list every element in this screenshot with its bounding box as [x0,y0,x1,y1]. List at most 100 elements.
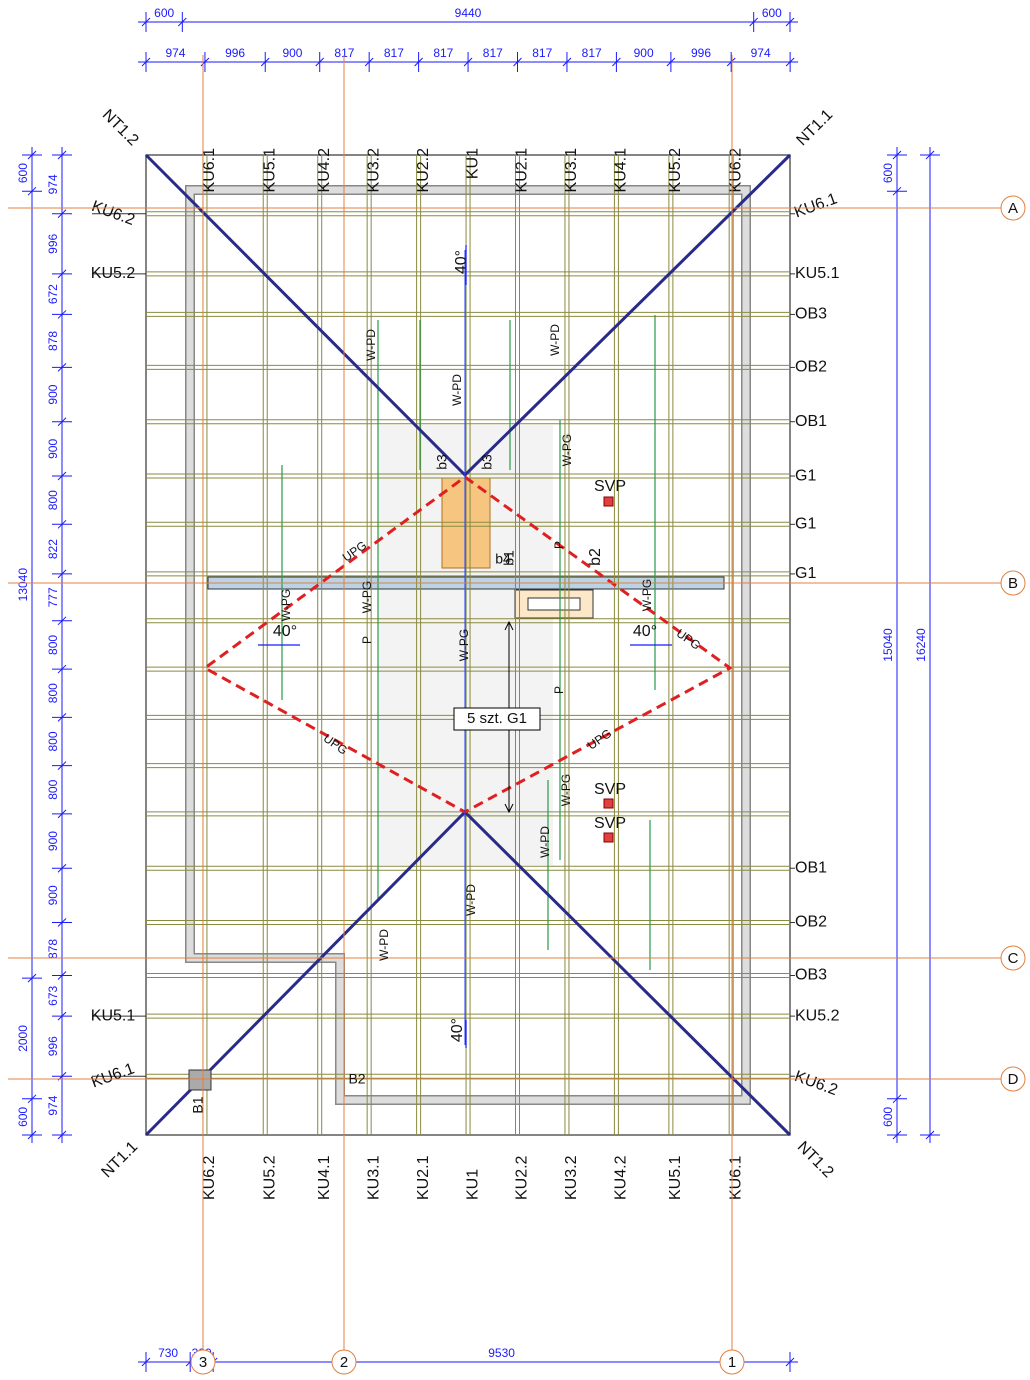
label: 7040 [527,1378,554,1380]
label: 15040 [881,628,895,662]
label: 900 [46,885,60,905]
label: KU4.1 [316,1155,333,1200]
label: B1 [190,1096,206,1113]
label: 996 [46,1036,60,1056]
label: 900 [634,46,654,60]
label: G1 [795,467,816,484]
label: SVP [594,781,626,798]
label-box [453,707,541,731]
label: 730 [158,1346,178,1360]
label: W-PD [377,929,391,961]
label: NT1.2 [794,1138,837,1181]
axis-bubble [1000,570,1026,596]
axis-bubble [1000,195,1026,221]
label: KU3.1 [365,1155,382,1200]
label: KU3.1 [563,148,580,193]
label: 13040 [16,568,30,602]
label: KU4.2 [316,148,333,193]
label: OB1 [795,413,827,430]
label: 800 [46,635,60,655]
label: 16240 [914,628,928,662]
label: OB3 [795,306,827,323]
label: KU3.2 [563,1155,580,1200]
axis-bubble [719,1349,745,1375]
label: 974 [165,46,185,60]
label: B2 [348,1071,365,1087]
label: KU5.1 [795,265,840,282]
label: W-PD [450,374,464,406]
label: KU6.1 [201,148,218,193]
label: P [552,686,566,694]
label: b1 [501,550,517,566]
label: W-PG [360,581,374,613]
label: W-PG [559,774,573,806]
label: 817 [384,46,404,60]
label: 878 [46,331,60,351]
label: 800 [46,490,60,510]
label: 2400 [242,1378,269,1380]
label: KU3.2 [365,148,382,193]
label: SVP [594,815,626,832]
label: 800 [46,731,60,751]
label: P [360,636,374,644]
label: KU4.1 [613,148,630,193]
overlay [144,153,792,1137]
label: KU2.1 [514,148,531,193]
label: KU1 [464,1169,481,1200]
label: W-PD [538,826,552,858]
axis-bubble [190,1349,216,1375]
label: 600 [154,1378,174,1380]
label: B [1008,575,1018,592]
label: 600 [881,163,895,183]
label: 878 [46,939,60,959]
label: 40° [273,623,297,640]
label: 9530 [488,1346,515,1360]
label: b3 [434,454,450,470]
label: KU6.2 [89,198,137,229]
label: 600 [16,1107,30,1127]
label: b3 [479,454,495,470]
label: KU5.2 [667,148,684,193]
label: OB2 [795,359,827,376]
label: 2000 [16,1025,30,1052]
label: W-PG [457,629,471,661]
label: 974 [46,174,60,194]
label: C [1008,950,1019,967]
label: b2 [587,548,604,566]
label: W-PD [364,329,378,361]
label: W-PG [640,579,654,611]
label: 900 [46,384,60,404]
label: 817 [582,46,602,60]
label: KU6.2 [201,1155,218,1200]
label: 600 [762,1378,782,1380]
label: 822 [46,539,60,559]
label: 817 [483,46,503,60]
label: KU4.2 [613,1155,630,1200]
label: W-PD [464,884,478,916]
axis-bubble [331,1349,357,1375]
label: W-PG [279,589,293,621]
axis-bubble [1000,945,1026,971]
label: 673 [46,985,60,1005]
label: OB2 [795,914,827,931]
label: SVP [594,478,626,495]
label: 996 [691,46,711,60]
label: W-PG [560,434,574,466]
label: NT1.1 [98,1138,141,1181]
label: KU2.2 [514,1155,531,1200]
label: KU5.2 [261,1155,278,1200]
label: 974 [751,46,771,60]
post [188,1069,212,1091]
label: KU5.2 [91,265,136,282]
label: 996 [46,233,60,253]
label: KU6.1 [792,190,840,221]
vent [603,496,614,507]
vent [603,832,614,843]
label: 817 [334,46,354,60]
label: KU6.2 [792,1068,840,1099]
label: OB3 [795,967,827,984]
label: G1 [795,565,816,582]
label: G1 [795,516,816,533]
label: 900 [282,46,302,60]
